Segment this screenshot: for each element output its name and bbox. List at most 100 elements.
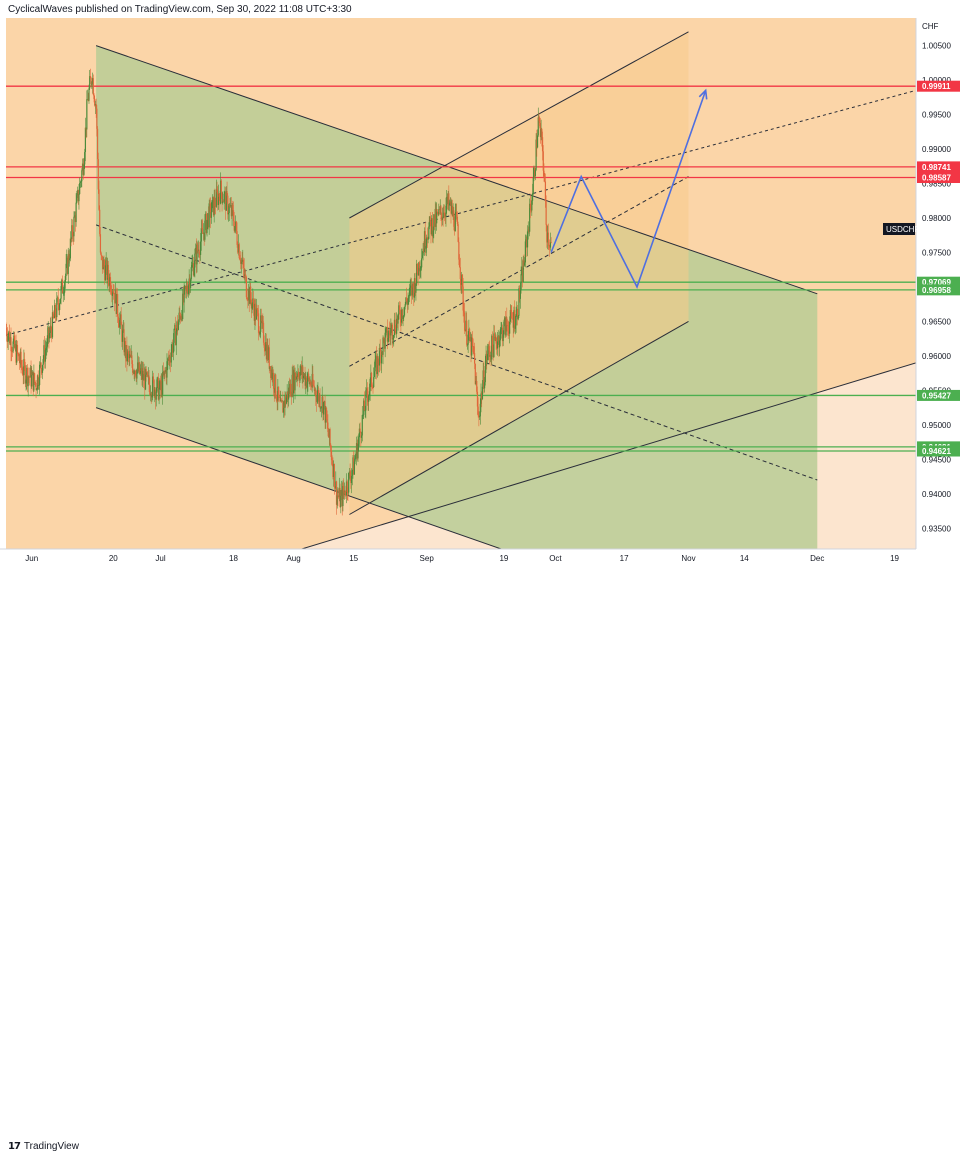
tradingview-logo[interactable]: 17 TradingView bbox=[8, 1141, 79, 1152]
candle-body bbox=[338, 496, 340, 498]
candle-body bbox=[204, 213, 207, 221]
candle-body bbox=[152, 376, 154, 395]
candle-body bbox=[521, 266, 524, 282]
candle-body bbox=[227, 212, 230, 215]
level-price-badge[interactable] bbox=[917, 276, 960, 288]
candle-body bbox=[506, 325, 509, 327]
candle-body bbox=[422, 248, 424, 256]
candle-body bbox=[104, 265, 107, 281]
level-price-badge[interactable] bbox=[917, 389, 960, 401]
candle-body bbox=[18, 360, 21, 364]
candle-body bbox=[395, 330, 397, 334]
ascending-channel-lower-line[interactable] bbox=[349, 320, 689, 515]
candle-body bbox=[531, 193, 534, 201]
candle-body bbox=[458, 241, 460, 260]
long-dashed-trendline[interactable] bbox=[6, 89, 916, 336]
candle-body bbox=[138, 362, 140, 372]
candle-body bbox=[167, 358, 169, 362]
candle-body bbox=[483, 370, 485, 389]
candle-body bbox=[67, 253, 69, 274]
long-solid-trendline[interactable] bbox=[6, 362, 916, 569]
candle-body bbox=[506, 317, 508, 326]
candle-body bbox=[525, 239, 527, 242]
candle-body bbox=[127, 351, 129, 362]
level-price-badge[interactable] bbox=[917, 80, 960, 92]
candle-body bbox=[229, 205, 231, 207]
candle-body bbox=[298, 377, 300, 381]
candle-body bbox=[340, 495, 342, 507]
descending-channel-mid-line[interactable] bbox=[95, 224, 818, 481]
candle-body bbox=[349, 471, 351, 479]
candle-body bbox=[466, 320, 468, 345]
candle-body bbox=[203, 232, 205, 240]
candle-body bbox=[97, 159, 99, 190]
projection-path[interactable] bbox=[550, 90, 707, 289]
candle-body bbox=[246, 297, 248, 300]
candle-body bbox=[501, 327, 503, 329]
candle-body bbox=[356, 443, 358, 459]
candle-body bbox=[400, 319, 402, 323]
ascending-channel-mid-line[interactable] bbox=[349, 176, 689, 367]
candle-body bbox=[199, 254, 201, 256]
candle-body bbox=[108, 278, 110, 286]
candle-body bbox=[155, 391, 157, 400]
candle-body bbox=[312, 373, 314, 385]
candle-body bbox=[530, 208, 532, 211]
candle-body bbox=[16, 344, 18, 363]
level-price-badge[interactable] bbox=[917, 172, 960, 184]
candle-body bbox=[161, 381, 163, 395]
descending-channel-lower-line[interactable] bbox=[95, 407, 817, 569]
candle-body bbox=[541, 129, 543, 138]
candle-body bbox=[310, 386, 313, 388]
candle-body bbox=[505, 317, 507, 336]
candle-body bbox=[275, 374, 277, 397]
candle-body bbox=[204, 220, 206, 240]
candle-body bbox=[471, 337, 473, 356]
ascending-channel-upper-line[interactable] bbox=[349, 31, 689, 219]
candle-body bbox=[6, 328, 8, 337]
candle-body bbox=[200, 228, 202, 242]
candle-body bbox=[326, 419, 328, 423]
candle-body bbox=[451, 205, 454, 217]
candle-body bbox=[27, 376, 29, 387]
candle-body bbox=[357, 443, 359, 459]
candle-body bbox=[504, 317, 506, 336]
candle-body bbox=[38, 385, 40, 386]
candle-body bbox=[546, 232, 549, 243]
time-axis-background bbox=[0, 549, 960, 569]
price-chart[interactable]: CHF1.005001.000000.995000.990000.985000.… bbox=[0, 18, 960, 569]
candle-body bbox=[518, 288, 520, 316]
candle-body bbox=[456, 212, 458, 217]
candle-body bbox=[178, 312, 180, 323]
candle-body bbox=[215, 189, 217, 207]
candle-body bbox=[259, 331, 261, 335]
candle-body bbox=[325, 407, 327, 423]
candle-body bbox=[225, 192, 227, 211]
candle-body bbox=[120, 314, 122, 326]
plot-area[interactable] bbox=[5, 18, 916, 569]
candle-body bbox=[463, 312, 466, 331]
candle-body bbox=[7, 335, 9, 342]
candle-body bbox=[433, 214, 435, 231]
candle-body bbox=[142, 370, 144, 381]
candle-body bbox=[144, 369, 147, 390]
candle-body bbox=[295, 376, 298, 380]
candle-body bbox=[498, 336, 500, 348]
candle-body bbox=[469, 337, 471, 341]
candle-body bbox=[509, 309, 511, 322]
candle-body bbox=[276, 400, 278, 402]
descending-channel-upper-line[interactable] bbox=[95, 45, 818, 295]
candle-body bbox=[278, 396, 280, 398]
candle-body bbox=[223, 193, 225, 202]
candle-body bbox=[94, 104, 97, 106]
candle-body bbox=[396, 318, 398, 334]
candle-body bbox=[233, 221, 235, 231]
candle-body bbox=[378, 347, 381, 366]
level-price-badge[interactable] bbox=[917, 161, 960, 173]
level-price-badge[interactable] bbox=[917, 284, 960, 296]
candle-body bbox=[254, 303, 256, 321]
price-tick-label: 0.98500 bbox=[922, 180, 951, 189]
candle-body bbox=[358, 428, 361, 438]
level-price-badge[interactable] bbox=[917, 445, 960, 457]
candle-body bbox=[521, 266, 523, 275]
